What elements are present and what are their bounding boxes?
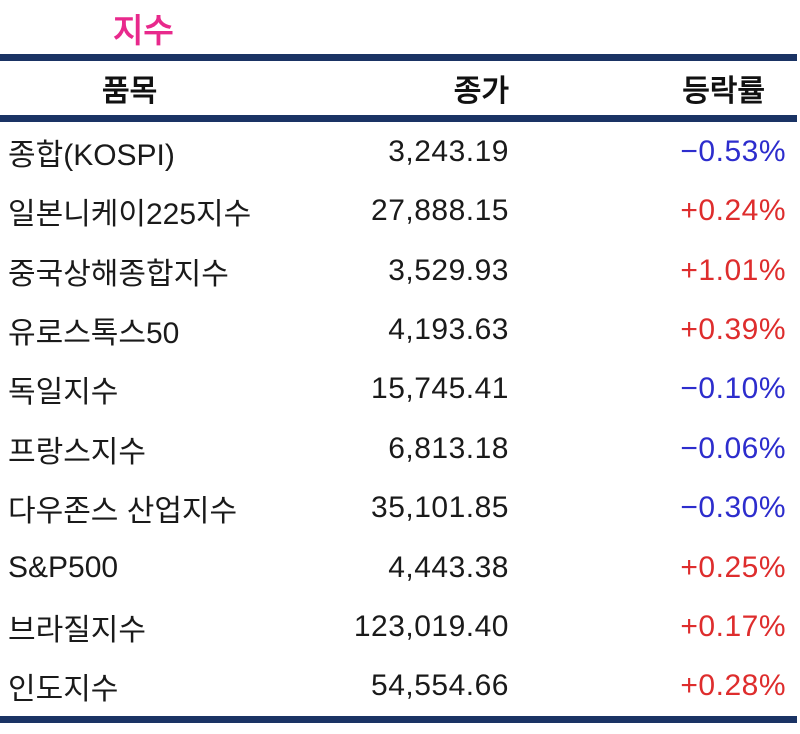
table-body: 종합(KOSPI) 3,243.19 −0.53% 일본니케이225지수 27,… (0, 122, 800, 716)
close-price-cell: 15,745.41 (371, 372, 509, 406)
index-name-cell: 종합(KOSPI) (8, 138, 175, 172)
close-price-cell: 27,888.15 (371, 194, 509, 228)
table-row: 중국상해종합지수 3,529.93 +1.01% (0, 241, 800, 300)
title-block: 지수 (0, 0, 800, 54)
divider-top (0, 54, 797, 61)
table-row: 브라질지수 123,019.40 +0.17% (0, 597, 800, 656)
change-rate-cell: +1.01% (680, 253, 786, 287)
column-header-change: 등락률 (682, 75, 765, 108)
table-row: 다우존스 산업지수 35,101.85 −0.30% (0, 478, 800, 537)
table-row: 유로스톡스50 4,193.63 +0.39% (0, 300, 800, 359)
close-price-cell: 35,101.85 (371, 491, 509, 525)
change-rate-cell: −0.06% (680, 431, 786, 465)
divider-bottom (0, 716, 797, 723)
change-rate-cell: −0.53% (680, 134, 786, 168)
index-name-cell: S&P500 (8, 550, 119, 584)
close-price-cell: 54,554.66 (371, 669, 509, 703)
table-row: 프랑스지수 6,813.18 −0.06% (0, 419, 800, 478)
change-rate-cell: −0.30% (680, 491, 786, 525)
table-header-row: 품목 종가 등락률 (0, 61, 800, 115)
close-price-cell: 123,019.40 (353, 609, 509, 643)
change-rate-cell: +0.39% (680, 312, 786, 346)
table-row: 일본니케이225지수 27,888.15 +0.24% (0, 181, 800, 240)
table-row: 종합(KOSPI) 3,243.19 −0.53% (0, 122, 800, 181)
index-name-cell: 유로스톡스50 (8, 316, 180, 350)
index-name-cell: 다우존스 산업지수 (8, 495, 238, 529)
change-rate-cell: +0.25% (680, 550, 786, 584)
close-price-cell: 3,243.19 (388, 134, 509, 168)
table-row: S&P500 4,443.38 +0.25% (0, 538, 800, 597)
close-price-cell: 6,813.18 (388, 431, 509, 465)
close-price-cell: 4,443.38 (388, 550, 509, 584)
index-name-cell: 중국상해종합지수 (8, 257, 229, 291)
index-name-cell: 프랑스지수 (8, 435, 146, 469)
close-price-cell: 3,529.93 (388, 253, 509, 287)
change-rate-cell: +0.17% (680, 609, 786, 643)
column-header-close: 종가 (453, 75, 509, 108)
table-row: 인도지수 54,554.66 +0.28% (0, 657, 800, 716)
change-rate-cell: +0.24% (680, 194, 786, 228)
divider-header (0, 115, 797, 122)
close-price-cell: 4,193.63 (388, 312, 509, 346)
page-title: 지수 (113, 12, 174, 49)
index-name-cell: 브라질지수 (8, 613, 146, 647)
index-name-cell: 독일지수 (8, 376, 119, 410)
index-name-cell: 일본니케이225지수 (8, 198, 252, 232)
column-header-item: 품목 (102, 75, 158, 108)
change-rate-cell: −0.10% (680, 372, 786, 406)
change-rate-cell: +0.28% (680, 669, 786, 703)
table-row: 독일지수 15,745.41 −0.10% (0, 360, 800, 419)
index-name-cell: 인도지수 (8, 673, 119, 707)
